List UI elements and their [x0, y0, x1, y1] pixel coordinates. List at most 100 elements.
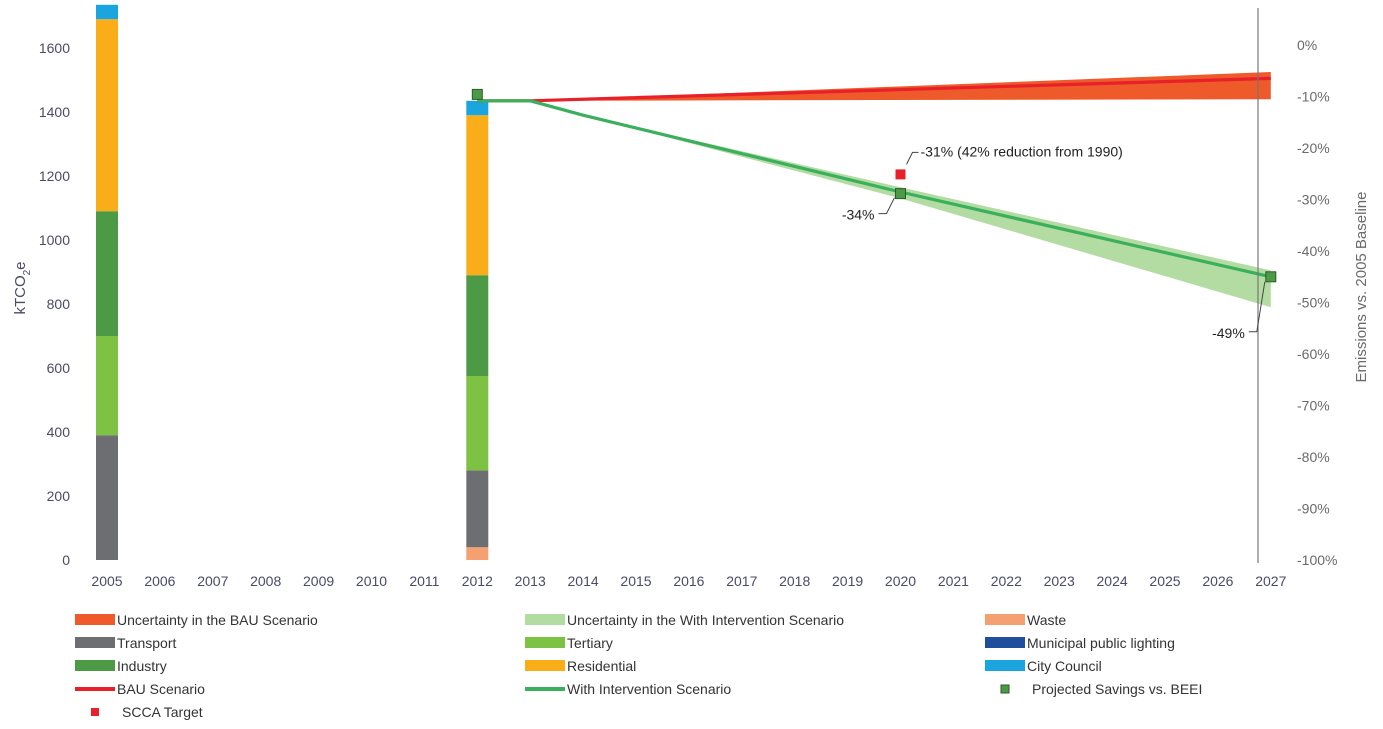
- bar-segment-industry-2012: [466, 275, 489, 376]
- left-tick-label: 200: [47, 488, 71, 504]
- bar-segment-industry-2005: [96, 211, 118, 336]
- left-tick-label: 1000: [39, 232, 70, 248]
- saving-2020-annotation: -34%: [842, 207, 875, 223]
- right-tick-label: -80%: [1297, 449, 1330, 465]
- saving-2027-annotation: -49%: [1212, 325, 1245, 341]
- left-axis-label: kTCO2e: [12, 261, 33, 314]
- legend-label: SCCA Target: [122, 704, 203, 720]
- annotations: -31% (42% reduction from 1990) -34% -49%: [842, 143, 1266, 341]
- bar-segment-city_council-2012: [466, 100, 489, 116]
- uncertainty-bands: [477, 72, 1271, 308]
- left-tick-label: 800: [47, 296, 71, 312]
- right-tick-label: -50%: [1297, 295, 1330, 311]
- legend-swatch-industry: [75, 660, 115, 671]
- legend-swatch-target: [91, 708, 99, 716]
- bar-segment-transport-2005: [96, 435, 118, 560]
- right-tick-label: -40%: [1297, 243, 1330, 259]
- legend-swatch-city_council: [985, 660, 1025, 671]
- legend-swatch-residential: [525, 660, 565, 671]
- wi-scenario-line: [477, 99, 1272, 279]
- left-axis-label-main: kTCO: [12, 275, 29, 314]
- bar-segment-residential-2005: [96, 19, 118, 212]
- x-tick-label: 2022: [991, 573, 1022, 589]
- left-tick-label: 1400: [39, 104, 70, 120]
- right-tick-label: -20%: [1297, 140, 1330, 156]
- bar-segment-transport-2012: [466, 470, 489, 548]
- x-tick-label: 2016: [673, 573, 704, 589]
- target-annotation: -31% (42% reduction from 1990): [921, 143, 1123, 159]
- wi-uncertainty-band: [477, 100, 1271, 308]
- x-tick-label: 2019: [832, 573, 863, 589]
- scca-target-marker: [895, 169, 906, 180]
- bar-segment-waste-2012: [466, 547, 489, 560]
- left-tick-label: 600: [47, 360, 71, 376]
- x-tick-label: 2021: [938, 573, 969, 589]
- projected-saving-marker-2012: [471, 88, 483, 100]
- legend-swatch-bau_band: [75, 614, 115, 625]
- markers: [471, 88, 1277, 283]
- legend-label: BAU Scenario: [117, 681, 205, 697]
- left-tick-label: 1600: [39, 40, 70, 56]
- x-tick-label: 2013: [515, 573, 546, 589]
- x-tick-label: 2025: [1149, 573, 1180, 589]
- x-tick-label: 2005: [91, 573, 122, 589]
- right-tick-label: -70%: [1297, 398, 1330, 414]
- x-tick-label: 2006: [144, 573, 175, 589]
- x-tick-label: 2024: [1097, 573, 1128, 589]
- right-axis-label: Emissions vs. 2005 Baseline: [1353, 192, 1370, 383]
- bau-uncertainty-band: [477, 72, 1271, 101]
- x-tick-label: 2009: [303, 573, 334, 589]
- x-tick-label: 2008: [250, 573, 281, 589]
- legend-label: Uncertainty in the BAU Scenario: [117, 612, 318, 628]
- legend-swatch-municipal_lighting: [985, 637, 1025, 648]
- x-tick-label: 2020: [885, 573, 916, 589]
- legend-swatch-waste: [985, 614, 1025, 625]
- x-tick-label: 2012: [462, 573, 493, 589]
- x-tick-label: 2014: [568, 573, 599, 589]
- right-tick-label: -90%: [1297, 501, 1330, 517]
- legend: Uncertainty in the BAU Scenario Uncertain…: [75, 612, 1202, 720]
- legend-swatch-bau_line: [75, 687, 115, 691]
- x-tick-label: 2007: [197, 573, 228, 589]
- x-tick-label: 2018: [779, 573, 810, 589]
- x-tick-label: 2023: [1044, 573, 1075, 589]
- legend-label: Uncertainty in the With Intervention Sce…: [567, 612, 844, 628]
- x-tick-label: 2026: [1202, 573, 1233, 589]
- x-tick-label: 2017: [726, 573, 757, 589]
- left-axis-label-tail: e: [12, 261, 29, 269]
- left-tick-label: 1200: [39, 168, 70, 184]
- right-axis-ticks: 0% -10% -20% -30% -40% -50% -60% -70% -80% -90% -1…: [1297, 37, 1337, 568]
- right-tick-label: -30%: [1297, 192, 1330, 208]
- legend-label: Tertiary: [567, 635, 613, 651]
- projected-saving-marker-2020: [895, 188, 906, 200]
- legend-swatch-wi_line: [525, 687, 565, 691]
- bar-segment-residential-2012: [466, 115, 489, 276]
- x-axis-ticks: 2005 2006 2007 2008 2009 2010 2011 2012 2013 2014…: [91, 573, 1286, 589]
- legend-swatch-saving_fill: [1000, 684, 1010, 694]
- saving-2020-leader-line: [878, 197, 895, 215]
- legend-label: Projected Savings vs. BEEI: [1032, 681, 1202, 697]
- saving-2027-leader-line: [1248, 281, 1266, 333]
- legend-label: Residential: [567, 658, 636, 674]
- legend-label: Municipal public lighting: [1027, 635, 1175, 651]
- left-tick-label: 400: [47, 424, 71, 440]
- bar-segment-tertiary-2012: [466, 376, 489, 471]
- legend-label: With Intervention Scenario: [567, 681, 731, 697]
- legend-label: Industry: [117, 658, 167, 674]
- left-tick-label: 0: [62, 552, 70, 568]
- legend-label: City Council: [1027, 658, 1102, 674]
- left-axis-label-sub: 2: [22, 269, 33, 275]
- legend-label: Waste: [1027, 612, 1066, 628]
- x-tick-label: 2010: [356, 573, 387, 589]
- left-axis-ticks: 0 200 400 600 800 1000 1200 1400 1600: [39, 40, 70, 568]
- target-leader-line: [906, 151, 919, 165]
- x-tick-label: 2015: [620, 573, 651, 589]
- x-tick-label: 2011: [409, 573, 439, 589]
- projected-saving-marker-2027: [1265, 271, 1277, 283]
- bar-segment-tertiary-2005: [96, 336, 118, 436]
- right-tick-label: -10%: [1297, 89, 1330, 105]
- scenario-lines: [477, 76, 1272, 279]
- right-tick-label: -60%: [1297, 346, 1330, 362]
- bar-segment-city_council-2005: [96, 4, 118, 20]
